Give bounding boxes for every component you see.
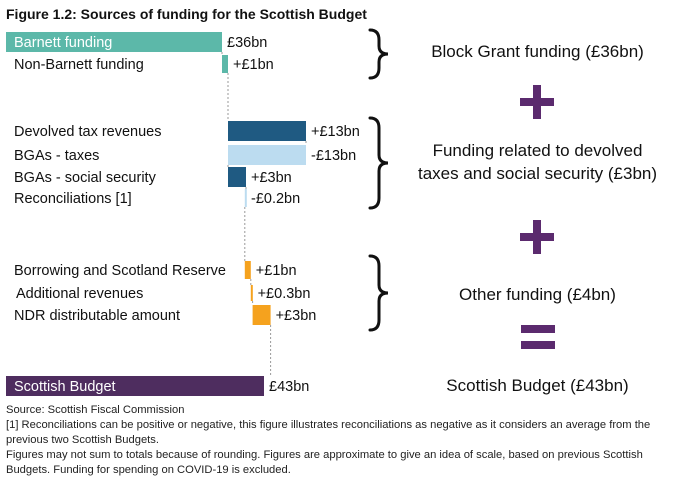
group-label-other: Other funding (£4bn) (459, 285, 616, 304)
plus-operator-2-v (533, 220, 541, 254)
bar-borrowing-and-scotland-reserve (244, 261, 251, 279)
group-label-devolved: Funding related to devolved taxes and so… (395, 139, 680, 185)
category-label: Devolved tax revenues (14, 124, 162, 140)
bar-scottish-budget (6, 376, 264, 396)
category-label: Borrowing and Scotland Reserve (14, 263, 226, 279)
brace-block-grant (368, 28, 389, 80)
group-label-block-grant: Block Grant funding (£36bn) (431, 42, 644, 61)
value-label: -£0.2bn (251, 191, 300, 207)
category-label: Additional revenues (16, 286, 143, 302)
category-label: BGAs - social security (14, 170, 157, 186)
footnote-reconciliations: [1] Reconciliations can be positive or n… (6, 419, 651, 446)
value-label: +£3bn (251, 170, 292, 186)
total-label: Scottish Budget (£43bn) (446, 376, 629, 395)
value-label: +£1bn (256, 263, 297, 279)
waterfall-chart: Barnett funding £36bn Non-Barnett funding +… (6, 28, 555, 396)
value-label: +£1bn (233, 57, 274, 73)
bar-devolved-tax-revenues (228, 121, 306, 141)
category-label: Barnett funding (14, 35, 112, 51)
category-label: NDR distributable amount (14, 308, 180, 324)
bar-additional-revenues (250, 285, 253, 301)
bar-bgas-taxes (228, 145, 306, 165)
category-label: BGAs - taxes (14, 148, 99, 164)
brace-other (368, 254, 389, 332)
group-label-devolved-line2: taxes and social security (£3bn) (417, 164, 658, 183)
figure-title: Figure 1.2: Sources of funding for the S… (6, 6, 367, 22)
source-note: Source: Scottish Fiscal Commission (6, 404, 185, 416)
value-label: £36bn (227, 35, 267, 51)
value-label: +£13bn (311, 124, 360, 140)
notes: Source: Scottish Fiscal Commission [1] R… (6, 403, 686, 478)
category-label: Scottish Budget (14, 379, 116, 395)
equals-operator-bottom (521, 341, 555, 349)
brace-devolved (368, 116, 389, 210)
value-label: -£13bn (311, 148, 356, 164)
value-label: +£3bn (276, 308, 317, 324)
value-label: £43bn (269, 379, 309, 395)
group-label-devolved-line1: Funding related to devolved (432, 141, 643, 160)
category-label: Non-Barnett funding (14, 57, 144, 73)
category-label: Reconciliations [1] (14, 191, 132, 207)
plus-operator-1-v (533, 85, 541, 119)
bar-non-barnett-funding (222, 55, 228, 73)
bar-bgas-social-security (228, 167, 246, 187)
bar-ndr-distributable-amount (252, 305, 271, 325)
bar-barnett-funding (6, 32, 222, 52)
equals-operator-top (521, 325, 555, 333)
footnote-rounding: Figures may not sum to totals because of… (6, 449, 643, 476)
bar-reconciliations-1 (244, 189, 247, 207)
value-label: +£0.3bn (258, 286, 311, 302)
